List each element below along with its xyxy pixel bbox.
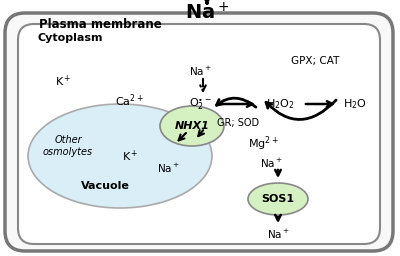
Ellipse shape xyxy=(160,106,224,146)
Text: Ca$^{2+}$: Ca$^{2+}$ xyxy=(115,93,144,109)
Text: Na$^+$: Na$^+$ xyxy=(188,65,212,78)
Text: Mg$^{2+}$: Mg$^{2+}$ xyxy=(248,135,279,153)
FancyBboxPatch shape xyxy=(18,24,380,244)
Text: Na$^+$: Na$^+$ xyxy=(260,156,283,169)
Text: Plasma membrane: Plasma membrane xyxy=(39,18,161,31)
FancyBboxPatch shape xyxy=(5,13,393,251)
Text: GR; SOD: GR; SOD xyxy=(217,118,259,128)
Text: K$^+$: K$^+$ xyxy=(122,148,138,164)
Text: O$_2^{\bullet-}$: O$_2^{\bullet-}$ xyxy=(188,96,212,112)
Text: K$^+$: K$^+$ xyxy=(55,73,72,89)
Text: Other
osmolytes: Other osmolytes xyxy=(43,135,93,157)
Text: Na$^+$: Na$^+$ xyxy=(266,227,290,241)
Text: Na$^+$: Na$^+$ xyxy=(185,2,229,23)
Text: Na$^+$: Na$^+$ xyxy=(156,162,180,175)
Text: NHX1: NHX1 xyxy=(174,121,210,131)
Text: H$_2$O$_2$: H$_2$O$_2$ xyxy=(266,97,294,111)
Text: H$_2$O: H$_2$O xyxy=(343,97,367,111)
Text: Vacuole: Vacuole xyxy=(80,181,130,191)
Text: SOS1: SOS1 xyxy=(262,194,294,204)
Ellipse shape xyxy=(28,104,212,208)
Text: GPX; CAT: GPX; CAT xyxy=(291,56,339,66)
Ellipse shape xyxy=(248,183,308,215)
Text: Cytoplasm: Cytoplasm xyxy=(38,33,104,43)
